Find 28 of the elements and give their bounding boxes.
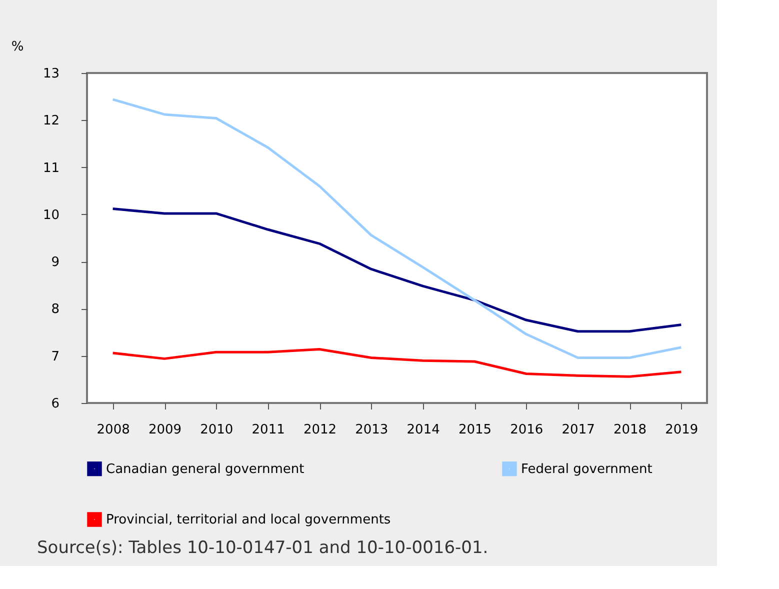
- x-tick-label: 2014: [406, 422, 440, 438]
- x-tick-label: 2016: [510, 422, 544, 438]
- x-tick-label: 2017: [562, 422, 595, 438]
- legend-label: Provincial, territorial and local governments: [106, 512, 391, 528]
- y-tick-label: 7: [51, 349, 60, 364]
- source-note: Source(s): Tables 10-10-0147-01 and 10-10-0016-01.: [37, 538, 488, 558]
- y-axis-title: %: [11, 40, 24, 54]
- x-tick-label: 2015: [458, 422, 492, 438]
- x-tick-label: 2018: [613, 422, 647, 438]
- y-tick-label: 8: [51, 302, 60, 318]
- line-series: [112, 208, 682, 333]
- y-tick-label: 13: [42, 66, 60, 82]
- x-tick-label: 2013: [355, 422, 388, 438]
- x-tick-label: 2008: [96, 422, 130, 438]
- x-tick-label: 2009: [148, 422, 182, 438]
- legend-label: Canadian general government: [106, 462, 304, 477]
- x-tick-label: 2011: [252, 422, 285, 438]
- x-tick-label: 2012: [303, 422, 337, 438]
- line-series: [112, 348, 682, 378]
- y-tick-label: 9: [51, 255, 60, 270]
- x-tick-label: 2010: [200, 422, 234, 438]
- y-tick-label: 10: [42, 208, 60, 223]
- y-tick-label: 6: [51, 396, 60, 412]
- line-series: [112, 98, 682, 359]
- legend-label: Federal government: [521, 462, 652, 477]
- x-tick-label: 2019: [665, 422, 698, 438]
- y-tick-label: 12: [42, 114, 60, 129]
- y-tick-label: 11: [42, 160, 60, 176]
